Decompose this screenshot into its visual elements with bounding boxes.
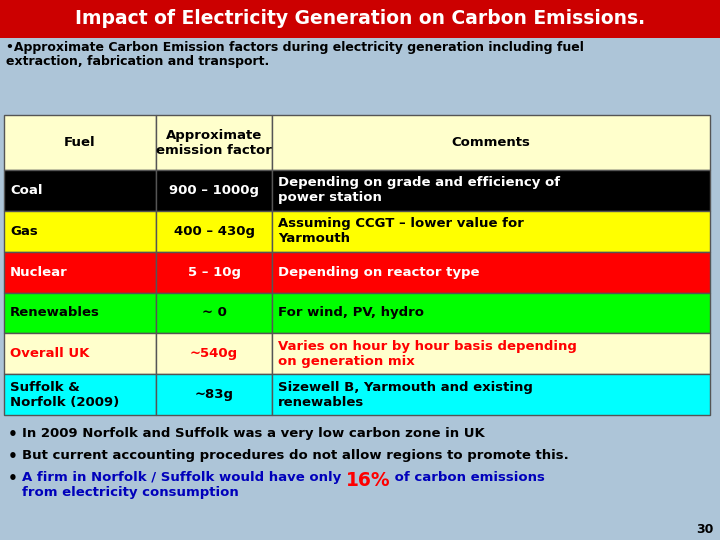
Bar: [4, 170, 156, 211]
Text: Sizewell B, Yarmouth and existing
renewables: Sizewell B, Yarmouth and existing renewa…: [278, 381, 533, 409]
Bar: [272, 293, 710, 333]
Text: But current accounting procedures do not allow regions to promote this.: But current accounting procedures do not…: [22, 449, 569, 462]
Bar: [156, 211, 272, 252]
Bar: [4, 252, 156, 293]
Text: Renewables: Renewables: [10, 306, 100, 320]
Text: Depending on grade and efficiency of
power station: Depending on grade and efficiency of pow…: [278, 177, 560, 205]
Text: Depending on reactor type: Depending on reactor type: [278, 266, 480, 279]
Text: ~ 0: ~ 0: [202, 306, 227, 320]
Text: Assuming CCGT – lower value for
Yarmouth: Assuming CCGT – lower value for Yarmouth: [278, 217, 524, 245]
Text: from electricity consumption: from electricity consumption: [22, 486, 239, 499]
Bar: [272, 374, 710, 415]
Bar: [272, 333, 710, 374]
Text: For wind, PV, hydro: For wind, PV, hydro: [278, 306, 424, 320]
Text: In 2009 Norfolk and Suffolk was a very low carbon zone in UK: In 2009 Norfolk and Suffolk was a very l…: [22, 427, 485, 440]
Bar: [272, 211, 710, 252]
Bar: [272, 252, 710, 293]
Text: •: •: [8, 427, 18, 442]
Bar: [272, 115, 710, 170]
Text: of carbon emissions: of carbon emissions: [390, 471, 545, 484]
Bar: [0, 0, 720, 38]
Bar: [4, 374, 156, 415]
Text: Overall UK: Overall UK: [10, 347, 89, 360]
Bar: [156, 170, 272, 211]
Text: 5 – 10g: 5 – 10g: [187, 266, 240, 279]
Bar: [156, 374, 272, 415]
Text: extraction, fabrication and transport.: extraction, fabrication and transport.: [6, 55, 269, 68]
Text: Approximate
emission factor: Approximate emission factor: [156, 129, 272, 157]
Text: ~83g: ~83g: [194, 388, 233, 401]
Text: Fuel: Fuel: [64, 136, 96, 149]
Text: A firm in Norfolk / Suffolk would have only: A firm in Norfolk / Suffolk would have o…: [22, 471, 346, 484]
Text: Varies on hour by hour basis depending
on generation mix: Varies on hour by hour basis depending o…: [278, 340, 577, 368]
Text: 16%: 16%: [346, 471, 390, 490]
Text: •Approximate Carbon Emission factors during electricity generation including fue: •Approximate Carbon Emission factors dur…: [6, 41, 584, 54]
Text: 900 – 1000g: 900 – 1000g: [169, 184, 259, 197]
Bar: [4, 293, 156, 333]
Bar: [156, 333, 272, 374]
Text: Comments: Comments: [451, 136, 531, 149]
Text: Nuclear: Nuclear: [10, 266, 68, 279]
Text: ~540g: ~540g: [190, 347, 238, 360]
Bar: [4, 333, 156, 374]
Bar: [156, 293, 272, 333]
Text: Coal: Coal: [10, 184, 42, 197]
Text: 30: 30: [697, 523, 714, 536]
Text: Gas: Gas: [10, 225, 37, 238]
Bar: [156, 252, 272, 293]
Text: Impact of Electricity Generation on Carbon Emissions.: Impact of Electricity Generation on Carb…: [75, 10, 645, 29]
Text: 400 – 430g: 400 – 430g: [174, 225, 255, 238]
Text: •: •: [8, 471, 18, 486]
Text: Suffolk &
Norfolk (2009): Suffolk & Norfolk (2009): [10, 381, 120, 409]
Bar: [272, 170, 710, 211]
Bar: [156, 115, 272, 170]
Bar: [4, 115, 156, 170]
Text: •: •: [8, 449, 18, 464]
Bar: [4, 211, 156, 252]
